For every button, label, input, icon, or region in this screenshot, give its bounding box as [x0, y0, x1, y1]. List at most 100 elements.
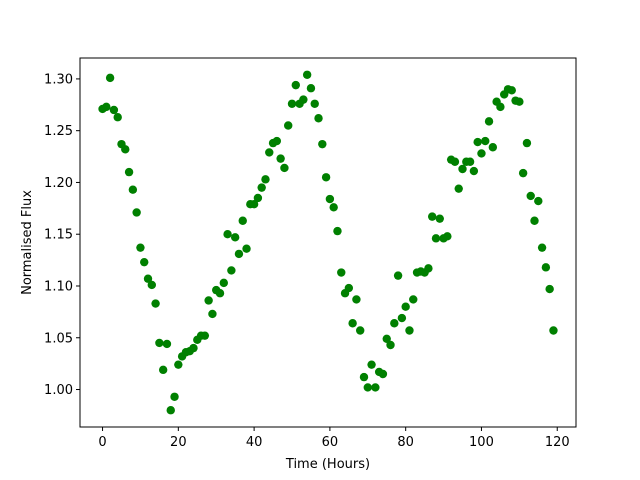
point [280, 163, 289, 173]
point [242, 244, 251, 253]
point [314, 114, 323, 123]
point [537, 243, 547, 252]
point [257, 183, 266, 192]
point [189, 343, 198, 353]
x-tick-label: 80 [397, 435, 414, 450]
y-axis-label: Normalised Flux [20, 190, 35, 295]
point [287, 99, 297, 108]
point [469, 166, 479, 176]
point [253, 193, 263, 203]
point [522, 138, 532, 148]
point [272, 136, 282, 146]
point [530, 216, 539, 225]
point [477, 149, 486, 158]
point [105, 73, 115, 83]
point [306, 84, 316, 93]
point [473, 137, 482, 147]
point [401, 302, 410, 311]
point [113, 113, 122, 122]
point [204, 296, 213, 305]
point [132, 208, 141, 217]
point [158, 365, 168, 375]
point [208, 309, 217, 319]
point [386, 340, 395, 350]
point [174, 360, 183, 369]
point [337, 268, 346, 277]
point [143, 274, 153, 283]
point [261, 175, 270, 184]
point [249, 199, 259, 209]
y-tick-label: 1.15 [44, 228, 73, 243]
point [363, 383, 372, 392]
y-tick-label: 1.30 [44, 72, 73, 87]
x-tick-label: 40 [246, 435, 263, 450]
x-tick-label: 60 [322, 435, 339, 450]
point [428, 212, 437, 221]
point [348, 319, 357, 328]
y-tick-label: 1.10 [44, 279, 73, 294]
point [397, 313, 407, 323]
point [223, 230, 232, 239]
point [424, 264, 433, 273]
point [367, 360, 376, 369]
point [310, 99, 319, 108]
point [496, 102, 505, 112]
y-tick-label: 1.20 [44, 176, 73, 191]
point [333, 226, 342, 236]
point [230, 233, 240, 242]
point [450, 157, 460, 166]
point [329, 203, 338, 212]
axes-frame [79, 57, 577, 428]
point [545, 284, 554, 294]
point [378, 369, 388, 379]
point [458, 164, 467, 174]
point [140, 257, 149, 267]
point [227, 266, 236, 275]
point [265, 148, 274, 157]
point [166, 406, 175, 415]
point [507, 86, 516, 95]
point [200, 331, 210, 340]
y-tick-label: 1.05 [44, 331, 73, 346]
point [454, 184, 463, 193]
point [344, 283, 354, 293]
point [356, 326, 365, 335]
point [518, 168, 528, 178]
x-tick-label: 100 [469, 435, 494, 450]
point [128, 185, 138, 194]
point [238, 216, 247, 225]
point [325, 194, 335, 204]
point [465, 157, 475, 166]
point [291, 80, 300, 90]
point [484, 117, 494, 126]
point [534, 196, 543, 206]
point [136, 243, 145, 252]
point [234, 249, 244, 259]
point [382, 334, 391, 343]
point [443, 232, 452, 241]
point [390, 319, 399, 328]
point [102, 102, 111, 112]
x-tick-label: 20 [170, 435, 187, 450]
point [162, 339, 172, 349]
point [409, 295, 418, 304]
point [549, 326, 558, 335]
point [541, 263, 551, 272]
y-tick-label: 1.25 [44, 124, 73, 139]
point [515, 97, 524, 106]
x-tick-label: 0 [98, 435, 106, 450]
x-tick-label: 120 [545, 435, 570, 450]
x-axis-label: Time (Hours) [285, 457, 370, 472]
point [359, 372, 369, 382]
point [393, 271, 403, 280]
point [352, 295, 361, 304]
point [371, 383, 380, 392]
point [284, 121, 293, 130]
point [151, 299, 160, 308]
point [215, 289, 225, 298]
point [526, 191, 535, 201]
point [302, 70, 312, 79]
point [321, 173, 331, 182]
point [109, 105, 119, 115]
